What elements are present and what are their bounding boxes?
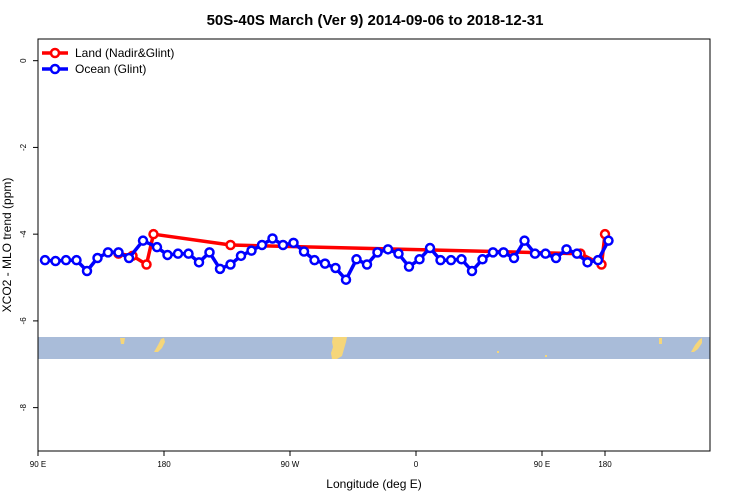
y-tick-label: -2 [19, 143, 28, 151]
data-point [561, 244, 572, 255]
data-point [277, 239, 289, 251]
data-point [60, 254, 72, 266]
data-point [540, 248, 551, 259]
data-point [50, 255, 61, 267]
map-background [38, 337, 710, 359]
data-point [183, 248, 194, 259]
data-point [414, 254, 425, 265]
land-patch-nz-east [691, 338, 702, 352]
plot-frame [37, 38, 711, 452]
legend-item: Ocean (Glint) [42, 62, 146, 76]
data-point [92, 252, 103, 264]
x-tick-label: 180 [598, 460, 612, 469]
land-patch-islands-east [659, 338, 662, 344]
y-axis-label: XCO2 - MLO trend (ppm) [0, 178, 14, 313]
legend-label: Land (Nadir&Glint) [75, 46, 174, 60]
data-point [508, 252, 520, 264]
data-point [148, 228, 159, 240]
data-point [141, 259, 152, 270]
legend-item: Land (Nadir&Glint) [42, 46, 174, 60]
data-point [487, 247, 499, 258]
data-point [319, 258, 331, 269]
x-tick-label: 180 [157, 460, 171, 469]
data-point [151, 241, 163, 253]
data-point [137, 235, 149, 246]
data-point [466, 265, 478, 277]
land-patch-south-america [331, 337, 347, 359]
x-tick-label: 0 [414, 460, 419, 469]
data-point [435, 254, 446, 266]
chart-title: 50S-40S March (Ver 9) 2014-09-06 to 2018… [207, 12, 544, 29]
legend-label: Ocean (Glint) [75, 62, 146, 76]
data-point [102, 247, 114, 258]
data-point [162, 249, 173, 261]
data-point [529, 248, 541, 259]
data-point [246, 245, 257, 256]
data-point [592, 254, 604, 266]
data-point [193, 257, 205, 268]
data-point [456, 254, 467, 265]
data-point [372, 247, 383, 258]
data-point [424, 242, 436, 254]
y-tick-label: 0 [19, 58, 28, 63]
x-tick-label: 90 E [534, 460, 550, 469]
data-point [498, 247, 509, 258]
data-point [361, 259, 373, 270]
data-point [603, 235, 614, 246]
legend: Land (Nadir&Glint) Ocean (Glint) [42, 46, 174, 76]
data-point [39, 254, 51, 266]
series-layer [39, 228, 614, 285]
data-point [71, 254, 82, 266]
land-speck-2 [545, 355, 547, 357]
legend-swatch-marker [49, 47, 61, 59]
series-1 [39, 233, 614, 285]
data-point [113, 247, 124, 258]
data-point [445, 254, 457, 266]
legend-swatch-marker [49, 63, 61, 75]
y-tick-label: -4 [19, 230, 28, 238]
data-point [123, 252, 135, 264]
data-point [172, 248, 184, 259]
data-point [214, 263, 226, 275]
data-point [298, 246, 310, 257]
data-point [393, 248, 404, 259]
data-point [225, 259, 236, 270]
x-tick-label: 90 E [30, 460, 46, 469]
x-axis: 90 E 180 90 W 0 90 E 180 [30, 451, 612, 469]
data-point [519, 235, 530, 246]
data-point [403, 261, 415, 272]
y-tick-label: -6 [19, 317, 28, 325]
land-patch-nz-south [154, 338, 165, 352]
data-point [340, 274, 352, 285]
land-speck-1 [497, 351, 499, 353]
data-point [204, 247, 215, 258]
y-tick-label: -8 [19, 404, 28, 412]
data-point [382, 244, 394, 255]
data-point [550, 252, 562, 264]
data-point [235, 250, 247, 262]
data-point [267, 233, 278, 244]
data-point [288, 237, 299, 249]
data-point [330, 262, 341, 274]
data-point [571, 248, 583, 259]
y-axis: 0 -2 -4 -6 -8 [19, 58, 38, 411]
data-point [81, 265, 93, 277]
data-point [225, 239, 236, 251]
data-point [309, 254, 320, 266]
data-point [582, 257, 593, 268]
land-patch-nz-west [120, 338, 125, 344]
x-tick-label: 90 W [281, 460, 300, 469]
data-point [477, 254, 488, 265]
data-point [256, 239, 268, 251]
x-axis-label: Longitude (deg E) [326, 477, 421, 491]
ocean-band [38, 337, 710, 359]
data-point [351, 254, 362, 265]
